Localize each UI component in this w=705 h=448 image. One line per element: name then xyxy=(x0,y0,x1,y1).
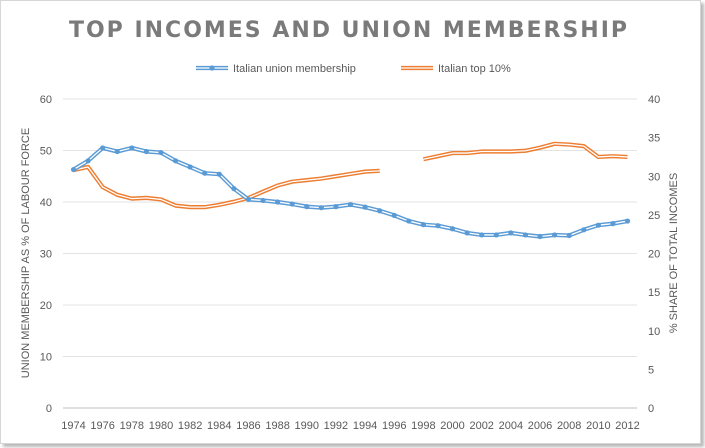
left-tick-label: 40 xyxy=(40,197,52,209)
series-union-point xyxy=(391,212,397,218)
series-union-point xyxy=(435,223,441,229)
left-tick-label: 0 xyxy=(46,403,52,415)
series-union-point xyxy=(610,221,616,227)
series-union-point xyxy=(158,149,164,156)
series-union-point xyxy=(508,230,514,236)
x-tick-label: 2000 xyxy=(440,420,464,432)
x-tick-label: 1984 xyxy=(207,420,231,432)
series-top10-line-inner-1 xyxy=(73,166,380,208)
series-union-point xyxy=(245,196,252,203)
gridlines xyxy=(63,98,637,409)
series-union-point xyxy=(202,170,208,176)
series-union-point xyxy=(114,148,120,155)
left-tick-label: 60 xyxy=(40,94,52,106)
series-union-point xyxy=(406,218,412,224)
series-union-point xyxy=(420,222,426,228)
right-tick-label: 5 xyxy=(648,364,654,376)
right-tick-label: 25 xyxy=(648,210,660,222)
left-axis-title: UNION MEMBERSHIP AS % OF LABOUR FORCE xyxy=(20,128,32,378)
x-tick-label: 1974 xyxy=(61,420,85,432)
series-union-point xyxy=(70,166,77,173)
legend-item-union-membership: Italian union membership xyxy=(196,63,356,75)
series-union-point xyxy=(275,199,281,205)
legend-item-top-10: Italian top 10% xyxy=(401,63,511,75)
x-tick-label: 1988 xyxy=(265,420,289,432)
right-tick-label: 30 xyxy=(648,171,660,183)
series-union-point xyxy=(260,197,266,204)
series-union-point xyxy=(624,218,631,224)
series-union-point xyxy=(231,186,237,192)
x-tick-label: 2006 xyxy=(528,420,552,432)
legend-label-union: Italian union membership xyxy=(233,63,356,75)
series-top10-line-segment-2 xyxy=(422,141,628,162)
left-axis-ticks: 0 10 20 30 40 50 60 xyxy=(40,94,52,415)
series-union-point xyxy=(187,164,193,170)
series-union-point xyxy=(449,226,456,232)
series-union-point xyxy=(100,145,106,151)
x-tick-label: 2010 xyxy=(586,420,610,432)
x-tick-label: 2008 xyxy=(557,420,581,432)
right-tick-label: 35 xyxy=(648,133,660,145)
series-layer xyxy=(70,141,631,240)
series-union-point xyxy=(464,230,470,236)
right-tick-label: 0 xyxy=(648,403,654,415)
series-union-point xyxy=(479,232,485,238)
left-tick-label: 30 xyxy=(40,249,52,261)
series-union-point xyxy=(172,158,179,164)
x-tick-label: 1982 xyxy=(178,420,202,432)
right-axis-ticks: 0 5 10 15 20 25 30 35 40 xyxy=(648,94,660,415)
series-union-point xyxy=(289,201,295,207)
x-tick-label: 1980 xyxy=(149,420,173,432)
series-union-point xyxy=(537,233,543,240)
series-union-point xyxy=(216,171,222,177)
series-union-point xyxy=(566,232,572,239)
right-axis-title: % SHARE OF TOTAL INCOMES xyxy=(668,173,680,333)
series-union-point xyxy=(377,208,383,214)
legend-label-top10: Italian top 10% xyxy=(438,63,511,75)
x-tick-label: 1976 xyxy=(90,420,114,432)
x-tick-label: 2002 xyxy=(469,420,493,432)
series-union-point xyxy=(318,205,324,211)
right-tick-label: 10 xyxy=(648,326,660,338)
legend-swatch-union-marker xyxy=(209,65,215,71)
x-tick-label: 2004 xyxy=(499,420,523,432)
x-tick-label: 1996 xyxy=(382,420,406,432)
right-tick-label: 15 xyxy=(648,287,660,299)
x-tick-label: 1978 xyxy=(120,420,144,432)
series-union-line-inner xyxy=(73,147,628,238)
left-tick-label: 10 xyxy=(40,352,52,364)
x-tick-label: 1998 xyxy=(411,420,435,432)
x-tick-label: 1992 xyxy=(324,420,348,432)
series-union-point xyxy=(493,232,499,238)
series-union-point xyxy=(85,158,91,164)
right-tick-label: 20 xyxy=(648,249,660,261)
series-top10-line-inner-2 xyxy=(423,143,628,160)
x-axis-ticks: 1974 1976 1978 1980 1982 1984 1986 1988 1990 1992… xyxy=(61,420,639,432)
series-union-point xyxy=(552,232,558,238)
series-union-point xyxy=(129,145,135,151)
series-top10-line-segment-1 xyxy=(73,164,380,210)
series-union-point xyxy=(595,222,601,228)
left-tick-label: 50 xyxy=(40,146,52,158)
series-union-point xyxy=(522,232,529,238)
x-tick-label: 1986 xyxy=(236,420,260,432)
series-union-point xyxy=(362,204,368,210)
x-tick-label: 1990 xyxy=(295,420,319,432)
legend: Italian union membership Italian top 10% xyxy=(196,63,511,75)
series-union-point xyxy=(304,204,310,210)
x-tick-label: 2012 xyxy=(615,420,639,432)
series-union-point xyxy=(143,148,149,155)
left-tick-label: 20 xyxy=(40,300,52,312)
series-union-point xyxy=(581,227,587,233)
chart-title: TOP INCOMES AND UNION MEMBERSHIP xyxy=(69,18,629,43)
x-tick-label: 1994 xyxy=(353,420,377,432)
series-union-point xyxy=(333,204,339,210)
series-union-line xyxy=(72,145,628,239)
series-union-point xyxy=(347,201,354,208)
right-tick-label: 40 xyxy=(648,94,660,106)
